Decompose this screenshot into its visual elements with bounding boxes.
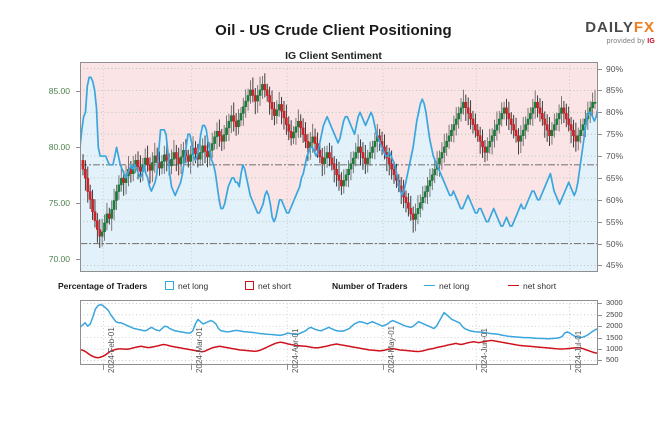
x-axis-tick-label: 2024-Feb-01 [107,327,117,373]
logo-provided-text: provided by [606,38,648,45]
dailyfx-logo: DAILYFX provided by IG [585,20,655,45]
x-axis-tick-label: 2024-Jul-01 [573,330,583,373]
x-axis-tickmark [191,365,193,370]
legend-pct-header: Percentage of Traders [58,281,148,291]
x-axis-tick-label: 2024-Jun-01 [480,328,490,373]
legend-num-net-short: net short [508,281,556,291]
logo-ig-text: IG [647,38,655,45]
percent-axis-tickmark [598,199,602,201]
percent-axis-tickmark [598,156,602,158]
traders-axis-tickmark [598,303,602,305]
legend-pct-net-long: net long [165,281,208,291]
traders-axis-tickmark [598,314,602,316]
percent-axis-tick: 75% [606,129,624,140]
x-axis-tick-label: 2024-May-01 [387,325,397,373]
traders-axis-tickmark [598,337,602,339]
percent-axis-tick: 70% [606,151,624,162]
traders-axis-tick: 3000 [606,298,623,308]
x-axis-tick-label: 2024-Apr-01 [291,328,301,373]
page-title: Oil - US Crude Client Positioning [215,22,452,39]
percent-axis-tickmark [598,177,602,179]
sentiment-chart [80,62,598,272]
price-axis-tickmark [76,258,80,260]
traders-chart [80,300,598,365]
traders-axis-tick: 2000 [606,321,623,331]
logo-fx-text: FX [633,19,655,36]
percent-axis-tick: 65% [606,172,624,183]
logo-daily-text: DAILY [585,19,634,36]
percent-axis-tick: 60% [606,194,624,205]
legend-num-header: Number of Traders [332,281,408,291]
chart-legend: Percentage of Traders net long net short… [0,281,667,295]
percent-axis-tick: 50% [606,238,624,249]
percent-axis-tickmark [598,134,602,136]
chart-subtitle: IG Client Sentiment [285,50,382,62]
percent-axis-tick: 90% [606,63,624,74]
percent-axis-tickmark [598,221,602,223]
x-axis-tickmark [287,365,289,370]
percent-axis-tick: 55% [606,216,624,227]
traders-axis-tick: 500 [606,355,619,365]
percent-axis-tickmark [598,68,602,70]
percent-axis-tickmark [598,112,602,114]
legend-line-net-short [508,285,519,286]
percent-axis-tickmark [598,90,602,92]
legend-num-net-long: net long [424,281,469,291]
x-axis-tick-label: 2024-Mar-01 [195,327,205,373]
legend-pct-net-short: net short [245,281,291,291]
traders-axis-tickmark [598,360,602,362]
traders-axis-tick: 1500 [606,332,623,342]
percent-axis-tickmark [598,265,602,267]
traders-axis-tickmark [598,349,602,351]
percent-axis-tick: 45% [606,260,624,271]
traders-axis-tick: 1000 [606,344,623,354]
percent-axis-tick: 85% [606,85,624,96]
price-axis-tick: 70.00 [48,253,70,264]
price-axis-tick: 85.00 [48,86,70,97]
price-axis-tickmark [76,202,80,204]
price-axis-tick: 80.00 [48,141,70,152]
traders-axis-tickmark [598,326,602,328]
legend-swatch-net-short [245,281,254,290]
percent-axis-tickmark [598,243,602,245]
price-axis-tick: 75.00 [48,197,70,208]
traders-chart-canvas [80,300,598,365]
x-axis-tickmark [476,365,478,370]
price-axis-tickmark [76,91,80,93]
x-axis-tickmark [569,365,571,370]
price-axis-tickmark [76,146,80,148]
traders-axis-tick: 2500 [606,309,623,319]
x-axis-tickmark [383,365,385,370]
x-axis-tickmark [103,365,105,370]
legend-line-net-long [424,285,435,286]
legend-swatch-net-long [165,281,174,290]
percent-axis-tick: 80% [606,107,624,118]
sentiment-chart-canvas [80,62,598,272]
